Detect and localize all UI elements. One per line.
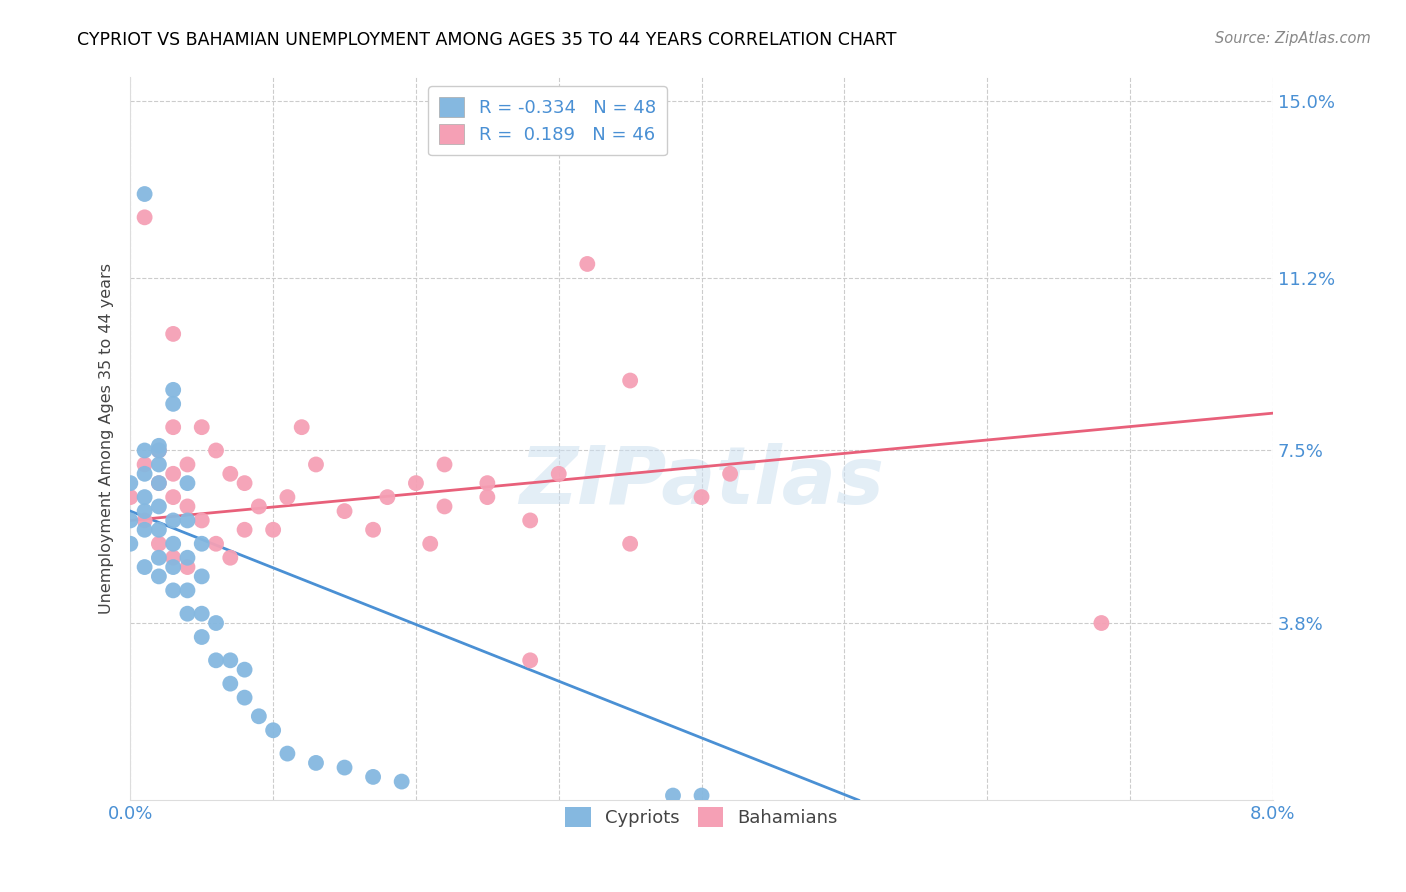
Point (405, 476, 427, 491)
Point (176, 560, 198, 574)
Point (120, 476, 142, 491)
Point (262, 723, 284, 738)
Point (276, 747, 298, 761)
Point (120, 490, 142, 504)
Point (619, 374, 641, 388)
Point (134, 490, 156, 504)
Point (333, 504, 356, 518)
Point (162, 397, 184, 411)
Point (190, 513, 212, 527)
Point (361, 523, 384, 537)
Point (176, 500, 198, 514)
Point (190, 607, 212, 621)
Point (690, 789, 713, 803)
Point (134, 467, 156, 481)
Point (176, 550, 198, 565)
Point (391, 774, 413, 789)
Point (148, 500, 170, 514)
Point (233, 476, 256, 491)
Point (148, 523, 170, 537)
Point (190, 630, 212, 644)
Point (333, 761, 356, 775)
Point (519, 513, 541, 527)
Point (134, 443, 156, 458)
Point (190, 420, 212, 434)
Point (134, 187, 156, 202)
Point (134, 523, 156, 537)
Point (190, 569, 212, 583)
Point (120, 537, 142, 551)
Point (148, 443, 170, 458)
Point (377, 490, 399, 504)
Point (433, 500, 456, 514)
Point (162, 560, 184, 574)
Point (148, 439, 170, 453)
Y-axis label: Unemployment Among Ages 35 to 44 years: Unemployment Among Ages 35 to 44 years (100, 263, 114, 615)
Point (162, 550, 184, 565)
Point (205, 537, 228, 551)
Point (419, 537, 441, 551)
Point (162, 537, 184, 551)
Point (433, 458, 456, 472)
Point (148, 569, 170, 583)
Point (519, 653, 541, 667)
Point (547, 467, 569, 481)
Point (219, 676, 242, 690)
Point (148, 476, 170, 491)
Point (148, 537, 170, 551)
Point (120, 513, 142, 527)
Point (690, 490, 713, 504)
Point (219, 653, 242, 667)
Point (162, 383, 184, 397)
Point (1090, 615, 1112, 630)
Point (276, 490, 298, 504)
Point (576, 257, 599, 271)
Point (477, 490, 499, 504)
Point (233, 663, 256, 677)
Point (219, 467, 242, 481)
Point (662, 789, 685, 803)
Point (361, 770, 384, 784)
Point (162, 513, 184, 527)
Point (305, 756, 328, 770)
Point (247, 709, 270, 723)
Point (247, 500, 270, 514)
Point (162, 420, 184, 434)
Point (134, 504, 156, 518)
Point (162, 583, 184, 598)
Point (148, 443, 170, 458)
Point (205, 615, 228, 630)
Point (134, 211, 156, 225)
Point (162, 467, 184, 481)
Point (134, 560, 156, 574)
Legend: Cypriots, Bahamians: Cypriots, Bahamians (558, 800, 845, 835)
Point (219, 550, 242, 565)
Point (176, 476, 198, 491)
Point (176, 458, 198, 472)
Point (190, 537, 212, 551)
Text: Source: ZipAtlas.com: Source: ZipAtlas.com (1215, 31, 1371, 46)
Point (162, 326, 184, 341)
Point (176, 607, 198, 621)
Point (134, 513, 156, 527)
Point (291, 420, 314, 434)
Point (148, 550, 170, 565)
Point (134, 458, 156, 472)
Point (477, 476, 499, 491)
Point (233, 690, 256, 705)
Point (148, 476, 170, 491)
Point (148, 458, 170, 472)
Point (619, 537, 641, 551)
Text: ZIPatlas: ZIPatlas (519, 443, 884, 521)
Point (176, 513, 198, 527)
Point (205, 443, 228, 458)
Point (162, 490, 184, 504)
Point (718, 467, 741, 481)
Point (305, 458, 328, 472)
Point (262, 523, 284, 537)
Point (176, 583, 198, 598)
Point (233, 523, 256, 537)
Text: CYPRIOT VS BAHAMIAN UNEMPLOYMENT AMONG AGES 35 TO 44 YEARS CORRELATION CHART: CYPRIOT VS BAHAMIAN UNEMPLOYMENT AMONG A… (77, 31, 897, 49)
Point (205, 653, 228, 667)
